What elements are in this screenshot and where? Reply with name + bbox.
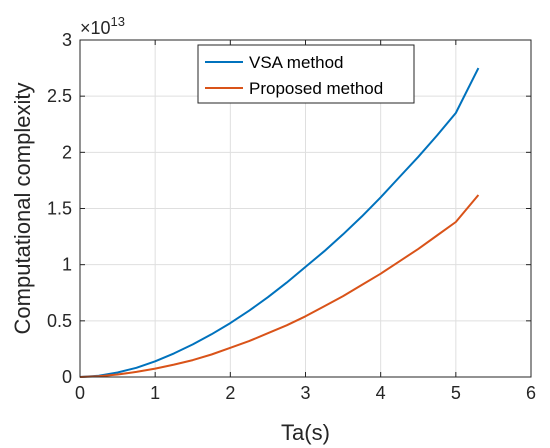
y-axis-label: Computational complexity: [10, 83, 35, 335]
y-axis-scale-factor: ×1013: [80, 14, 125, 38]
x-axis-label: Ta(s): [281, 420, 330, 445]
x-tick-label: 2: [225, 383, 235, 403]
axis-ticks: 0 1 2 3 4 5 6 0 0.5 1 1.5 2 2.5 3: [47, 30, 536, 403]
y-axis-scale-base: ×10: [80, 18, 111, 38]
y-tick-label: 1.5: [47, 199, 72, 219]
y-tick-label: 0: [62, 367, 72, 387]
y-tick-label: 2.5: [47, 86, 72, 106]
series-line-vsa: [79, 67, 480, 378]
y-axis-scale-exponent: 13: [111, 14, 125, 29]
legend-box: [197, 44, 415, 104]
y-tick-label: 2: [62, 142, 72, 162]
y-tick-label: 0.5: [47, 311, 72, 331]
y-tick-label: 1: [62, 255, 72, 275]
x-tick-label: 5: [451, 383, 461, 403]
x-tick-label: 3: [300, 383, 310, 403]
series-line-proposed: [79, 194, 480, 378]
series-layer: [79, 67, 480, 378]
legend-label-proposed: Proposed method: [249, 79, 383, 98]
y-tick-label: 3: [62, 30, 72, 50]
x-tick-label: 1: [150, 383, 160, 403]
x-tick-label: 6: [526, 383, 536, 403]
legend: VSA method Proposed method: [197, 44, 415, 104]
grid-lines: [80, 40, 531, 377]
legend-label-vsa: VSA method: [249, 53, 344, 72]
x-tick-label: 4: [376, 383, 386, 403]
x-tick-label: 0: [75, 383, 85, 403]
